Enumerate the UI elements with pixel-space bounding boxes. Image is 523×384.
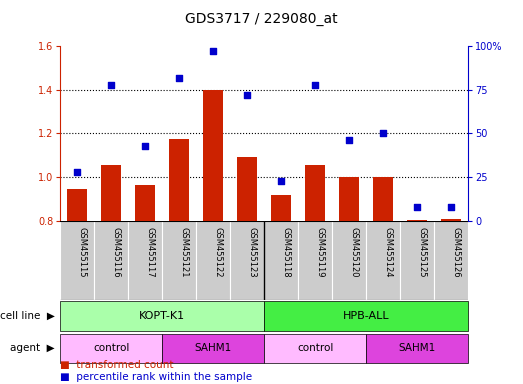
Bar bbox=[366, 334, 468, 363]
Bar bbox=[169, 139, 189, 221]
Bar bbox=[135, 185, 155, 221]
Text: control: control bbox=[297, 343, 333, 354]
Bar bbox=[60, 301, 264, 331]
Bar bbox=[128, 221, 162, 300]
Bar bbox=[305, 165, 325, 221]
Bar bbox=[298, 221, 332, 300]
Bar bbox=[162, 334, 264, 363]
Bar bbox=[373, 177, 393, 221]
Bar bbox=[271, 195, 291, 221]
Text: GSM455116: GSM455116 bbox=[111, 227, 120, 278]
Bar bbox=[196, 221, 230, 300]
Bar bbox=[264, 301, 468, 331]
Text: GSM455124: GSM455124 bbox=[383, 227, 392, 278]
Bar bbox=[67, 189, 87, 221]
Text: SAHM1: SAHM1 bbox=[399, 343, 436, 354]
Text: GSM455115: GSM455115 bbox=[77, 227, 86, 278]
Text: SAHM1: SAHM1 bbox=[195, 343, 232, 354]
Text: agent  ▶: agent ▶ bbox=[10, 343, 55, 354]
Text: GSM455117: GSM455117 bbox=[145, 227, 154, 278]
Text: ■  transformed count: ■ transformed count bbox=[60, 360, 174, 370]
Point bbox=[447, 204, 456, 210]
Text: GSM455126: GSM455126 bbox=[451, 227, 460, 278]
Bar bbox=[94, 221, 128, 300]
Point bbox=[141, 142, 150, 149]
Bar bbox=[434, 221, 468, 300]
Point bbox=[209, 48, 218, 55]
Bar bbox=[332, 221, 366, 300]
Bar bbox=[264, 334, 366, 363]
Bar bbox=[237, 157, 257, 221]
Bar bbox=[441, 218, 461, 221]
Text: GSM455123: GSM455123 bbox=[247, 227, 256, 278]
Text: control: control bbox=[93, 343, 129, 354]
Bar bbox=[264, 221, 298, 300]
Bar bbox=[60, 221, 94, 300]
Bar bbox=[339, 177, 359, 221]
Bar bbox=[203, 90, 223, 221]
Text: KOPT-K1: KOPT-K1 bbox=[139, 311, 185, 321]
Point bbox=[73, 169, 82, 175]
Bar bbox=[162, 221, 196, 300]
Text: cell line  ▶: cell line ▶ bbox=[0, 311, 55, 321]
Point bbox=[243, 92, 252, 98]
Text: GDS3717 / 229080_at: GDS3717 / 229080_at bbox=[185, 12, 338, 25]
Point bbox=[345, 137, 354, 144]
Bar bbox=[60, 334, 162, 363]
Text: GSM455122: GSM455122 bbox=[213, 227, 222, 278]
Text: GSM455119: GSM455119 bbox=[315, 227, 324, 278]
Text: GSM455125: GSM455125 bbox=[417, 227, 426, 278]
Bar bbox=[230, 221, 264, 300]
Bar bbox=[400, 221, 434, 300]
Bar bbox=[101, 165, 121, 221]
Text: HPB-ALL: HPB-ALL bbox=[343, 311, 390, 321]
Point bbox=[311, 81, 320, 88]
Bar bbox=[407, 220, 427, 221]
Point bbox=[175, 74, 184, 81]
Text: GSM455120: GSM455120 bbox=[349, 227, 358, 278]
Point bbox=[107, 81, 116, 88]
Text: GSM455118: GSM455118 bbox=[281, 227, 290, 278]
Text: GSM455121: GSM455121 bbox=[179, 227, 188, 278]
Point bbox=[277, 177, 286, 184]
Text: ■  percentile rank within the sample: ■ percentile rank within the sample bbox=[60, 372, 252, 382]
Point bbox=[413, 204, 422, 210]
Point bbox=[379, 131, 388, 137]
Bar bbox=[366, 221, 400, 300]
